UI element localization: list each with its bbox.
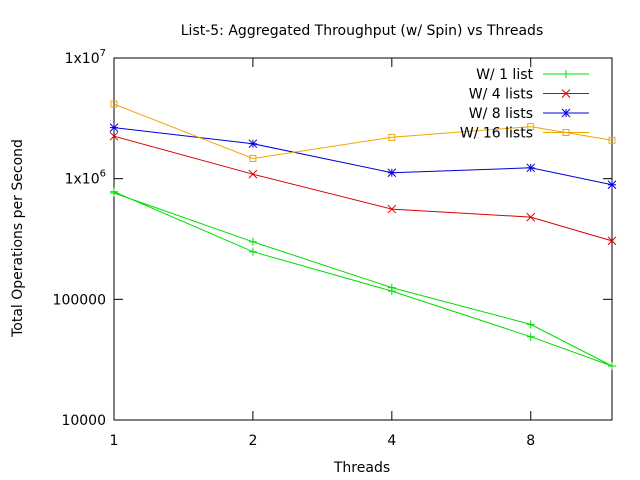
data-point (248, 139, 258, 149)
legend-marker (562, 129, 570, 136)
x-tick-label: 2 (248, 433, 257, 449)
series-line (113, 191, 613, 367)
series-line (113, 135, 613, 242)
data-point (249, 154, 257, 162)
series-w-4-lists (109, 131, 617, 246)
x-tick-label: 8 (526, 433, 535, 449)
legend-label: W/ 4 lists (469, 87, 533, 103)
legend-marker (561, 108, 571, 118)
data-point (248, 237, 257, 246)
y-tick-label: 1x107 (65, 48, 106, 67)
series-w-16-lists (110, 100, 616, 162)
data-point (607, 180, 617, 190)
data-point (608, 136, 616, 144)
chart-title: List-5: Aggregated Throughput (w/ Spin) … (181, 23, 544, 39)
y-axis-label: Total Operations per Second (10, 139, 26, 338)
y-tick-label: 100000 (53, 292, 106, 308)
series-w-8-lists (109, 123, 617, 190)
y-tick-label: 10000 (61, 413, 106, 429)
legend-item: W/ 4 lists (469, 87, 589, 103)
x-tick-label: 1 (110, 433, 119, 449)
series-w-1-list (110, 187, 616, 371)
legend-item: W/ 16 lists (460, 126, 589, 142)
series-line (113, 103, 613, 160)
legend: W/ 1 list W/ 4 lists W/ 8 lists W/ 16 lists (460, 67, 589, 142)
legend-item: W/ 8 lists (469, 106, 589, 122)
legend-label: W/ 16 lists (460, 126, 533, 142)
legend-label: W/ 1 list (476, 67, 533, 83)
data-point (388, 133, 396, 141)
legend-marker (561, 89, 571, 98)
data-point (526, 163, 536, 173)
data-point (110, 187, 118, 196)
data-point (248, 169, 258, 179)
data-point (527, 123, 535, 131)
data-point (526, 320, 535, 329)
data-point (110, 100, 118, 108)
legend-marker (562, 70, 570, 78)
data-point (607, 236, 617, 246)
data-point (109, 131, 119, 141)
data-point (526, 212, 536, 222)
data-point (387, 168, 397, 178)
x-tick-label: 4 (387, 433, 396, 449)
legend-label: W/ 8 lists (469, 106, 533, 122)
plot-frame (113, 57, 613, 421)
data-point (608, 362, 616, 371)
x-axis-label: Threads (333, 460, 390, 476)
data-point (109, 123, 119, 132)
data-point (387, 287, 396, 296)
axis-ticks: 1 2 4 8 10000 100000 1x106 1x107 (53, 48, 612, 449)
data-point (248, 247, 257, 256)
series-layer (109, 100, 617, 371)
legend-item: W/ 1 list (476, 67, 589, 83)
y-tick-label: 1x106 (65, 169, 106, 188)
data-point (526, 332, 535, 341)
data-point (387, 204, 397, 214)
